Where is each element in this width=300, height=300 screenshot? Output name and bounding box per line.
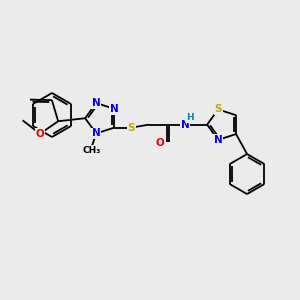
Text: O: O [156,138,164,148]
Text: N: N [181,120,190,130]
Text: S: S [128,123,135,133]
Text: O: O [36,129,44,139]
Text: N: N [92,128,100,139]
Text: N: N [110,104,118,114]
Text: N: N [92,98,100,108]
Text: CH₃: CH₃ [82,146,100,155]
Text: N: N [214,135,223,145]
Text: H: H [186,113,194,122]
Text: S: S [214,104,222,114]
